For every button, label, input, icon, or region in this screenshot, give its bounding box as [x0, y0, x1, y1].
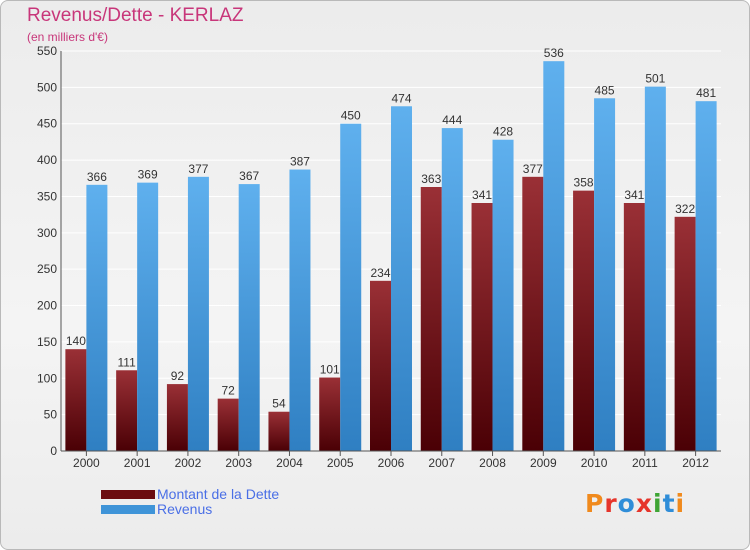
legend-swatch-debt [101, 490, 155, 499]
logo-letter: i [653, 489, 663, 518]
y-tick-label: 250 [37, 262, 57, 276]
bar-debt [65, 349, 87, 451]
data-label-debt: 72 [222, 384, 236, 398]
y-tick-label: 200 [37, 299, 57, 313]
y-tick-label: 150 [37, 335, 57, 349]
data-label-debt: 111 [118, 355, 137, 369]
y-tick-label: 400 [37, 153, 57, 167]
bar-debt [166, 384, 188, 451]
x-tick-label: 2009 [530, 456, 557, 470]
bar-revenue [391, 106, 412, 451]
bar-revenue [137, 182, 159, 452]
data-label-debt: 358 [574, 176, 594, 190]
data-label-revenue: 450 [341, 109, 361, 123]
bar-revenue [594, 98, 616, 451]
bar-revenue [289, 169, 311, 451]
data-label-revenue: 481 [696, 86, 716, 100]
proxiti-logo: Proxiti [585, 489, 685, 518]
data-label-debt: 377 [523, 162, 543, 176]
data-labels-group: 140 366 111 369 92 377 72 367 54 387 101 450 234 474 3… [66, 46, 717, 411]
data-label-debt: 140 [66, 334, 86, 348]
data-label-revenue: 367 [239, 169, 259, 183]
data-label-revenue: 428 [493, 125, 513, 139]
y-tick-label: 0 [50, 444, 57, 458]
bar-debt [268, 411, 290, 451]
data-label-debt: 341 [624, 188, 644, 202]
data-label-revenue: 369 [138, 168, 158, 182]
x-tick-label: 2001 [124, 456, 151, 470]
data-label-debt: 54 [272, 397, 286, 411]
data-label-debt: 101 [320, 363, 340, 377]
bar-debt [471, 203, 493, 451]
data-label-revenue: 387 [290, 155, 310, 169]
data-label-debt: 234 [370, 266, 390, 280]
data-label-revenue: 485 [595, 83, 615, 97]
chart-title: Revenus/Dette - KERLAZ [27, 5, 244, 26]
x-tick-label: 2005 [327, 456, 354, 470]
bar-revenue [86, 184, 108, 451]
x-tick-label: 2004 [276, 456, 303, 470]
data-label-debt: 363 [421, 172, 441, 186]
y-tick-label: 450 [37, 117, 57, 131]
data-label-revenue: 444 [442, 113, 462, 127]
bar-revenue [492, 139, 514, 451]
x-tick-label: 2000 [73, 456, 100, 470]
bar-revenue [695, 101, 717, 451]
y-tick-label: 300 [37, 226, 57, 240]
x-tick-label: 2011 [632, 456, 658, 470]
logo-letter: o [617, 489, 636, 518]
y-tick-label: 500 [37, 80, 57, 94]
x-tick-label: 2012 [682, 456, 709, 470]
bar-revenue [187, 176, 209, 451]
logo-letter: r [604, 489, 618, 518]
bar-revenue [238, 184, 260, 451]
bar-revenue [340, 123, 362, 452]
bar-debt [217, 398, 239, 451]
axes-group: 0 50 100 150 200 250 300 350 400 450 500 550 2000 200… [37, 44, 721, 470]
y-tick-label: 350 [37, 189, 57, 203]
logo-letter: P [585, 489, 605, 518]
logo-letter: x [635, 489, 653, 518]
data-label-debt: 322 [675, 202, 695, 216]
data-label-debt: 341 [472, 188, 492, 202]
y-tick-label: 100 [37, 371, 57, 385]
data-label-revenue: 377 [188, 162, 208, 176]
x-tick-label: 2002 [175, 456, 202, 470]
x-tick-label: 2010 [581, 456, 608, 470]
x-tick-label: 2008 [479, 456, 506, 470]
y-tick-label: 50 [44, 408, 58, 422]
legend-swatch-revenue [101, 505, 155, 514]
y-tick-label: 550 [37, 44, 57, 58]
data-label-debt: 92 [171, 369, 185, 383]
data-label-revenue: 536 [544, 46, 564, 60]
bar-debt [674, 216, 696, 451]
logo-letter: i [675, 489, 686, 518]
bar-debt [522, 176, 544, 451]
bar-debt [116, 370, 138, 451]
data-label-revenue: 474 [391, 91, 411, 105]
bar-revenue [644, 86, 666, 452]
x-tick-label: 2006 [378, 456, 405, 470]
chart-subtitle: (en milliers d'€) [27, 30, 108, 44]
data-label-revenue: 501 [645, 72, 665, 86]
bar-debt [623, 203, 645, 451]
bar-debt [319, 377, 341, 451]
legend-label-revenue: Revenus [157, 501, 213, 517]
bar-debt [420, 187, 442, 451]
bar-revenue [441, 128, 463, 451]
x-tick-label: 2007 [428, 456, 455, 470]
x-tick-label: 2003 [225, 456, 252, 470]
data-label-revenue: 366 [87, 170, 107, 184]
bar-revenue [543, 61, 565, 451]
bars-group [65, 61, 717, 452]
bar-debt [370, 280, 391, 451]
legend-label-debt: Montant de la Dette [157, 486, 280, 502]
bar-debt [573, 190, 595, 452]
logo-letter: t [662, 489, 676, 518]
